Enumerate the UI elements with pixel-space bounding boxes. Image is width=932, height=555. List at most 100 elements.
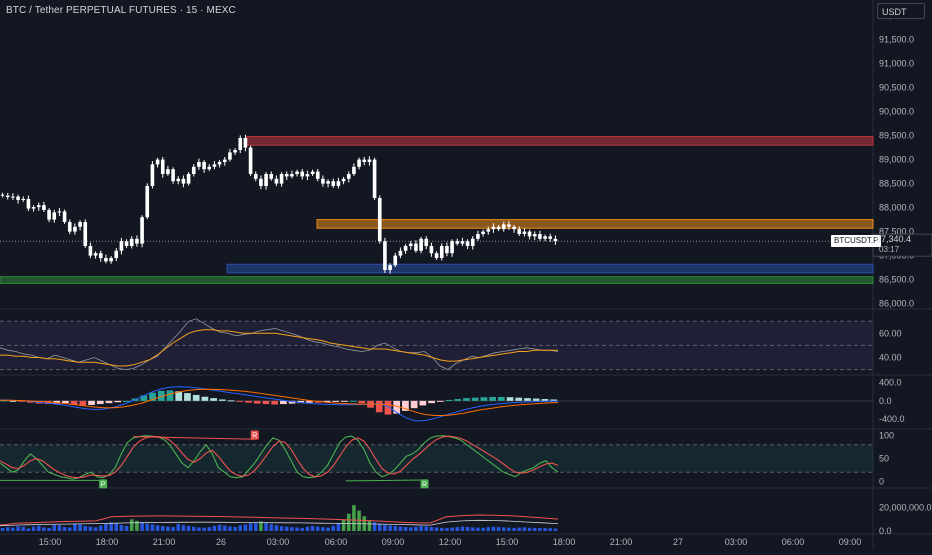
candle-body: [295, 171, 299, 174]
macd-histogram-bar: [88, 400, 95, 405]
candle-body: [217, 162, 222, 165]
candle-body: [398, 250, 403, 256]
volume-bar: [52, 524, 57, 531]
volume-bar: [145, 523, 150, 531]
volume-bar: [104, 523, 108, 531]
price-axis-label: 91,000.0: [879, 59, 914, 69]
macd-histogram-bar: [306, 400, 313, 403]
volume-bar: [367, 520, 372, 531]
macd-histogram-bar: [79, 400, 87, 406]
time-axis-label: 18:00: [96, 537, 119, 547]
candle-body: [21, 198, 26, 200]
volume-bar: [62, 527, 67, 531]
volume-bar: [78, 524, 82, 531]
stoch-axis-label: 0: [879, 476, 884, 486]
volume-bar: [124, 525, 129, 531]
macd-histogram-bar: [271, 400, 278, 405]
time-axis-label: 15:00: [39, 537, 62, 547]
candle-body: [383, 241, 387, 270]
stoch-divergence-line: [345, 479, 425, 482]
macd-histogram-bar: [114, 400, 122, 403]
volume-bar: [398, 526, 403, 531]
candle-body: [181, 178, 186, 184]
candle-body: [377, 198, 382, 242]
macd-histogram-bar: [70, 400, 78, 405]
candle-body: [233, 150, 237, 153]
volume-bar: [460, 526, 465, 531]
volume-bar: [512, 527, 516, 531]
volume-bar: [538, 528, 542, 531]
macd-axis-label: -400.0: [879, 414, 905, 424]
candle-body: [300, 171, 305, 177]
candle-body: [522, 231, 527, 234]
macd-histogram-bar: [454, 399, 462, 401]
volume-bar: [496, 527, 501, 531]
volume-bar: [274, 525, 279, 531]
candle-body: [388, 265, 392, 270]
candle-body: [0, 194, 5, 196]
candle-body: [424, 238, 429, 246]
volume-bar: [269, 524, 274, 531]
volume-bar: [253, 522, 258, 531]
volume-bar: [321, 527, 325, 531]
candle-body: [403, 246, 408, 251]
volume-bar: [47, 527, 51, 531]
time-axis-label: 27: [673, 537, 683, 547]
macd-histogram-bar: [480, 397, 488, 401]
candle-body: [439, 246, 444, 258]
price-axis-label: 88,500.0: [879, 179, 914, 189]
candle-body: [553, 238, 558, 242]
candle-body: [124, 241, 129, 246]
macd-histogram-bar: [262, 400, 270, 405]
macd-histogram-bar: [96, 400, 104, 405]
macd-histogram-bar: [524, 398, 531, 401]
stoch-marker-label: R: [252, 433, 257, 440]
last-price-label: 87,340.4: [876, 234, 912, 244]
candle-body: [336, 181, 341, 186]
volume-bar: [445, 528, 449, 531]
candle-body: [517, 229, 522, 234]
volume-bar: [346, 513, 351, 531]
macd-histogram-bar: [201, 396, 209, 401]
volume-bar: [383, 524, 387, 531]
rsi-axis-label: 60.00: [879, 328, 902, 338]
volume-bar: [233, 526, 237, 531]
macd-histogram-bar: [218, 399, 226, 401]
volume-bar: [501, 527, 506, 531]
candle-body: [212, 164, 217, 167]
volume-bar: [238, 525, 243, 531]
candle-body: [62, 211, 67, 222]
volume-bar: [67, 527, 72, 531]
volume-bar: [424, 526, 429, 531]
candle-body: [197, 162, 201, 167]
currency-selector[interactable]: USDT: [877, 3, 925, 19]
macd-histogram-bar: [253, 400, 261, 404]
volume-bar: [5, 527, 10, 531]
price-axis-label: 90,000.0: [879, 107, 914, 117]
candle-body: [532, 234, 537, 237]
candle-body: [248, 147, 253, 174]
volume-bar: [129, 519, 134, 531]
price-axis-label: 91,500.0: [879, 35, 914, 45]
macd-histogram-bar: [9, 400, 17, 402]
zone-blue: [226, 263, 874, 274]
candle-body: [207, 166, 212, 170]
macd-histogram-bar: [236, 400, 244, 402]
volume-bar: [42, 527, 46, 531]
volume-bar: [166, 526, 170, 531]
stoch-axis-label: 50: [879, 454, 889, 464]
candle-body: [109, 258, 113, 262]
time-axis-label: 21:00: [153, 537, 176, 547]
candle-body: [331, 181, 336, 186]
macd-histogram-bar: [105, 400, 113, 404]
macd-histogram-bar: [436, 400, 444, 402]
candle-body: [414, 243, 418, 251]
candle-body: [253, 174, 258, 179]
macd-histogram-bar: [489, 396, 496, 401]
candle-body: [476, 234, 480, 239]
volume-bar: [155, 525, 160, 531]
time-axis-label: 03:00: [725, 537, 748, 547]
macd-axis-label: 400.0: [879, 378, 902, 388]
